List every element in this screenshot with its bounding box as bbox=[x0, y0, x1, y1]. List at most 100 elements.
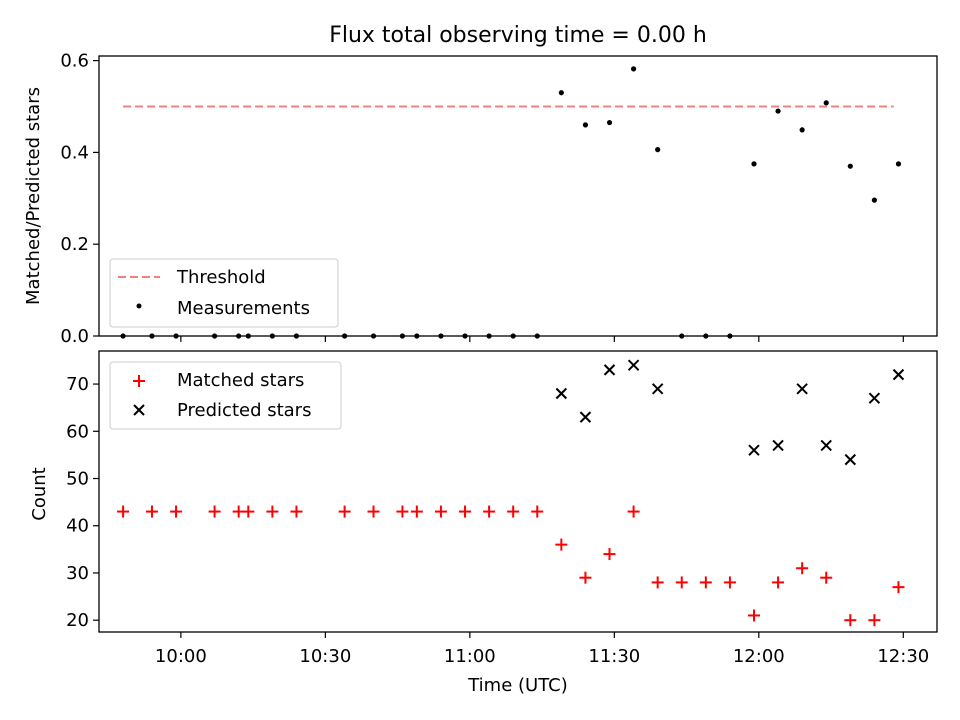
count-y-tick-label: 60 bbox=[66, 421, 89, 442]
measurement-point bbox=[342, 333, 348, 339]
x-tick-label: 10:30 bbox=[299, 646, 351, 667]
predicted-star-point bbox=[796, 383, 808, 395]
count-y-tick-label: 30 bbox=[66, 563, 89, 584]
x-tick-label: 11:30 bbox=[588, 646, 640, 667]
predicted-star-point bbox=[579, 411, 592, 423]
measurement-point bbox=[438, 333, 444, 339]
count-panel: Count Time (UTC) 20 30 40 50 60 70 10:00 10:30 1… bbox=[29, 350, 938, 696]
count-y-tick-label: 70 bbox=[66, 374, 89, 395]
measurement-point bbox=[871, 197, 877, 203]
measurement-point bbox=[510, 333, 516, 339]
predicted-legend-swatch bbox=[133, 404, 145, 416]
matched-star-point bbox=[396, 505, 409, 518]
matched-star-point bbox=[145, 505, 158, 518]
count-y-axis-label: Count bbox=[29, 467, 50, 520]
measurement-point bbox=[703, 333, 709, 339]
predicted-star-point bbox=[555, 387, 568, 400]
threshold-legend-label: Threshold bbox=[176, 267, 266, 288]
measurement-point bbox=[269, 333, 275, 339]
measurement-point bbox=[655, 147, 661, 153]
measurement-point bbox=[895, 161, 902, 167]
matched-star-point bbox=[579, 571, 592, 584]
matched-star-point bbox=[796, 562, 809, 575]
matched-star-point bbox=[627, 505, 640, 518]
matched-star-point bbox=[892, 581, 905, 594]
measurement-point bbox=[799, 127, 805, 133]
measurement-point bbox=[558, 90, 564, 96]
ratio-legend: Threshold Measurements bbox=[109, 258, 339, 328]
predicted-star-point bbox=[892, 368, 905, 381]
matched-star-point bbox=[459, 505, 472, 518]
count-y-tick-label: 20 bbox=[66, 610, 89, 631]
predicted-star-point bbox=[748, 444, 760, 456]
matched-star-point bbox=[208, 505, 221, 518]
ratio-y-tick-label: 0.2 bbox=[60, 234, 89, 255]
count-legend-frame bbox=[109, 361, 342, 430]
measurement-point bbox=[414, 333, 420, 339]
matched-star-point bbox=[367, 505, 380, 518]
count-y-tick-label: 50 bbox=[66, 469, 89, 490]
ratio-panel-frame bbox=[98, 55, 938, 337]
measurement-point bbox=[399, 333, 406, 339]
matched-star-point bbox=[651, 576, 664, 589]
matched-star-point bbox=[170, 505, 183, 518]
ratio-y-tick-label: 0.6 bbox=[60, 51, 89, 72]
predicted-legend-label: Predicted stars bbox=[177, 400, 311, 421]
measurement-point bbox=[582, 122, 589, 128]
matched-star-point bbox=[844, 614, 857, 627]
predicted-star-point bbox=[820, 439, 832, 452]
count-y-tick-label: 40 bbox=[66, 516, 89, 537]
measurement-point bbox=[847, 163, 853, 169]
matched-star-point bbox=[868, 614, 881, 627]
x-axis-label: Time (UTC) bbox=[467, 675, 568, 696]
ratio-y-tick-label: 0.0 bbox=[60, 326, 89, 347]
matched-star-point bbox=[820, 571, 833, 584]
measurement-point bbox=[606, 119, 613, 126]
matched-star-point bbox=[507, 505, 520, 518]
x-tick-label: 10:00 bbox=[155, 646, 207, 667]
ratio-legend-frame bbox=[109, 258, 339, 328]
x-tick-label: 11:00 bbox=[444, 646, 496, 667]
x-tick-label: 12:30 bbox=[877, 646, 929, 667]
measurement-point bbox=[679, 333, 685, 339]
predicted-star-point bbox=[772, 439, 784, 452]
measurement-point bbox=[727, 333, 733, 339]
measurement-point bbox=[173, 333, 179, 339]
matched-star-point bbox=[338, 505, 351, 518]
matched-star-point bbox=[555, 538, 568, 551]
measurement-point bbox=[462, 333, 468, 339]
predicted-star-point bbox=[651, 383, 664, 395]
matched-star-point bbox=[772, 576, 785, 589]
matched-star-point bbox=[675, 576, 688, 589]
count-legend: Matched stars Predicted stars bbox=[109, 361, 342, 430]
figure-title: Flux total observing time = 0.00 h bbox=[329, 23, 707, 48]
measurement-point bbox=[630, 66, 637, 72]
measurement-point bbox=[293, 333, 300, 339]
measurement-point bbox=[120, 333, 126, 339]
matched-legend-label: Matched stars bbox=[177, 370, 304, 391]
matched-legend-swatch bbox=[133, 375, 145, 387]
predicted-star-point bbox=[627, 359, 640, 371]
measurement-point bbox=[486, 333, 492, 339]
matched-star-point bbox=[117, 505, 130, 518]
matched-star-point bbox=[483, 505, 496, 518]
ratio-y-axis-label: Matched/Predicted stars bbox=[23, 87, 44, 305]
ratio-panel: Matched/Predicted stars 0.0 0.2 0.4 0.6 Thr… bbox=[23, 51, 938, 347]
measurement-point bbox=[534, 333, 540, 339]
count-panel-frame bbox=[98, 350, 938, 633]
matched-star-point bbox=[266, 505, 279, 518]
matched-star-point bbox=[723, 576, 736, 589]
matched-star-point bbox=[434, 505, 447, 518]
predicted-star-point bbox=[603, 364, 616, 376]
predicted-star-point bbox=[844, 453, 857, 466]
ratio-y-tick-label: 0.4 bbox=[60, 142, 89, 163]
measurement-point bbox=[149, 333, 155, 339]
matched-star-point bbox=[747, 609, 760, 622]
measurement-point bbox=[211, 333, 218, 339]
matched-star-point bbox=[603, 548, 616, 561]
predicted-star-point bbox=[868, 392, 881, 404]
x-tick-label: 12:00 bbox=[733, 646, 785, 667]
measurements-legend-label: Measurements bbox=[177, 298, 310, 319]
matched-star-point bbox=[699, 576, 712, 589]
